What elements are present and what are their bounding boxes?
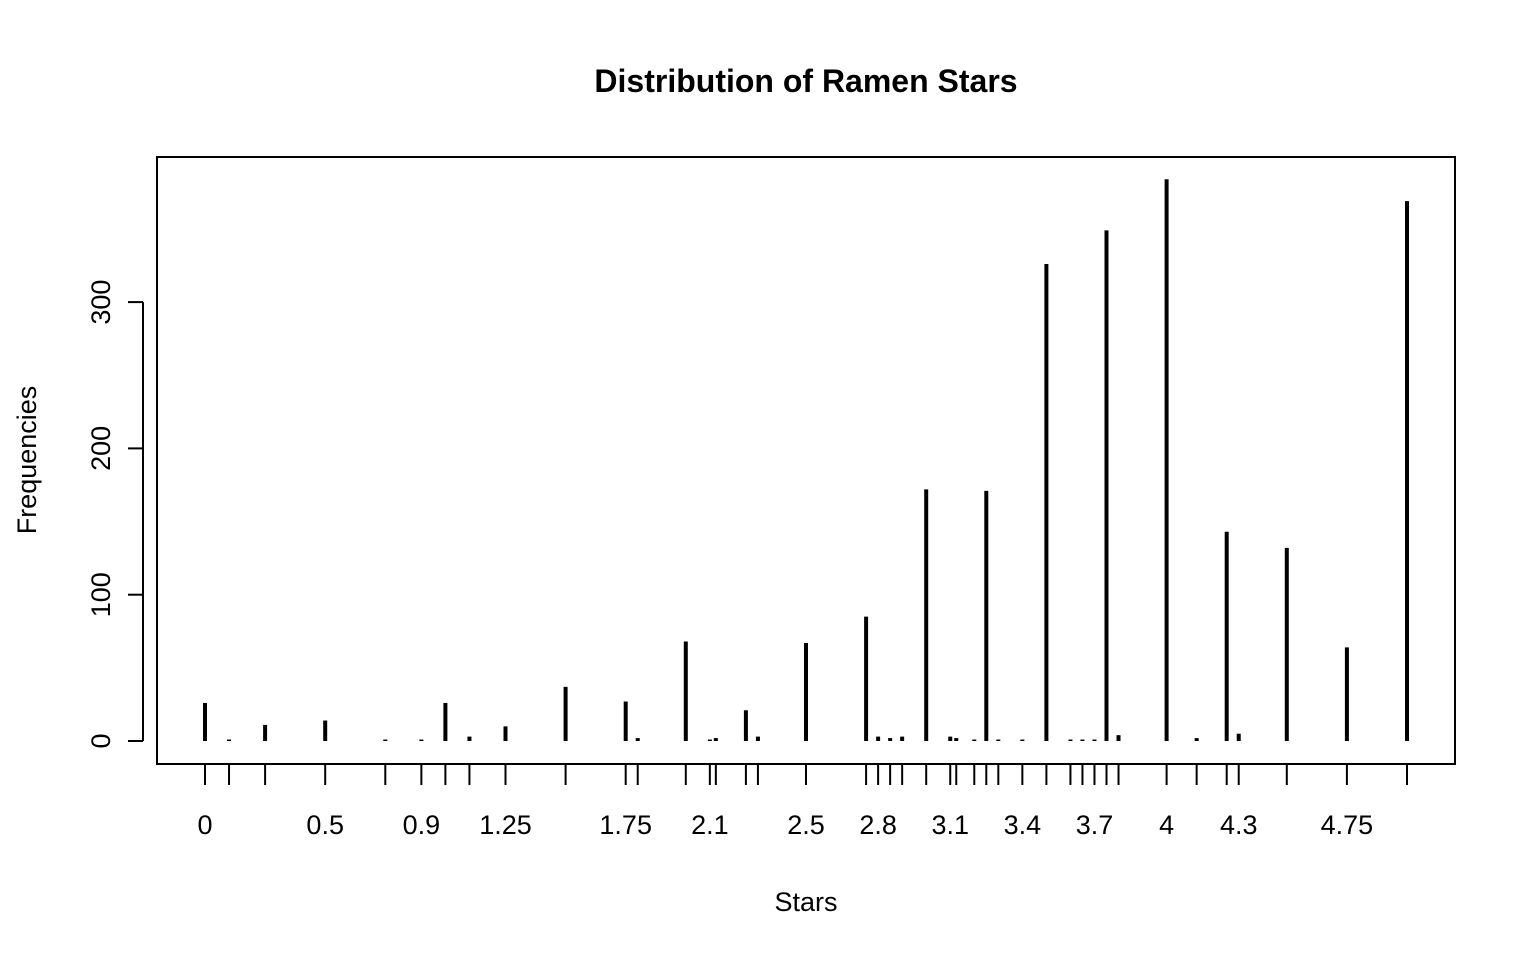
- x-tick-label: 0.5: [306, 810, 344, 840]
- x-axis: 0 0.5 0.9 1.25 1.75 2.1 2.5 2.8 3.1 3.4 3.7 4 4.3 4.7…: [197, 764, 1408, 840]
- x-tick-label: 2.1: [691, 810, 729, 840]
- x-axis-label: Stars: [774, 887, 837, 917]
- x-tick-label: 4.75: [1321, 810, 1374, 840]
- x-tick-label: 1.25: [479, 810, 532, 840]
- chart-title: Distribution of Ramen Stars: [594, 63, 1017, 99]
- y-tick-label: 200: [86, 426, 116, 471]
- x-tick-label: 1.75: [599, 810, 652, 840]
- bars: [203, 179, 1409, 741]
- x-tick-label: 0: [197, 810, 212, 840]
- x-tick-label: 3.1: [931, 810, 969, 840]
- y-tick-label: 300: [86, 280, 116, 325]
- x-tick-label: 2.5: [787, 810, 825, 840]
- x-tick-label: 3.4: [1004, 810, 1042, 840]
- x-tick-label: 3.7: [1076, 810, 1114, 840]
- x-tick-label: 4: [1159, 810, 1174, 840]
- x-tick-label: 4.3: [1220, 810, 1258, 840]
- x-tick-label: 2.8: [859, 810, 897, 840]
- y-axis: 0 100 200 300: [86, 280, 144, 749]
- y-tick-label: 0: [86, 733, 116, 748]
- y-tick-label: 100: [86, 572, 116, 617]
- x-tick-label: 0.9: [403, 810, 441, 840]
- y-axis-label: Frequencies: [12, 386, 42, 535]
